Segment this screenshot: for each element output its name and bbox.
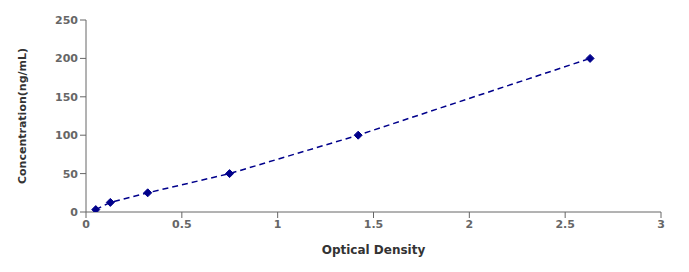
svg-text:0: 0 xyxy=(82,218,90,231)
svg-text:0: 0 xyxy=(70,206,78,219)
svg-text:250: 250 xyxy=(55,14,78,27)
svg-text:3: 3 xyxy=(657,218,665,231)
svg-text:2.5: 2.5 xyxy=(555,218,575,231)
svg-text:2: 2 xyxy=(466,218,474,231)
svg-text:100: 100 xyxy=(55,129,78,142)
svg-text:Optical Density: Optical Density xyxy=(322,243,426,257)
svg-text:1: 1 xyxy=(274,218,282,231)
svg-text:200: 200 xyxy=(55,52,78,65)
svg-text:1.5: 1.5 xyxy=(364,218,384,231)
svg-text:50: 50 xyxy=(63,168,79,181)
svg-text:Concentration(ng/mL): Concentration(ng/mL) xyxy=(16,48,29,184)
svg-text:0.5: 0.5 xyxy=(172,218,192,231)
svg-text:150: 150 xyxy=(55,91,78,104)
